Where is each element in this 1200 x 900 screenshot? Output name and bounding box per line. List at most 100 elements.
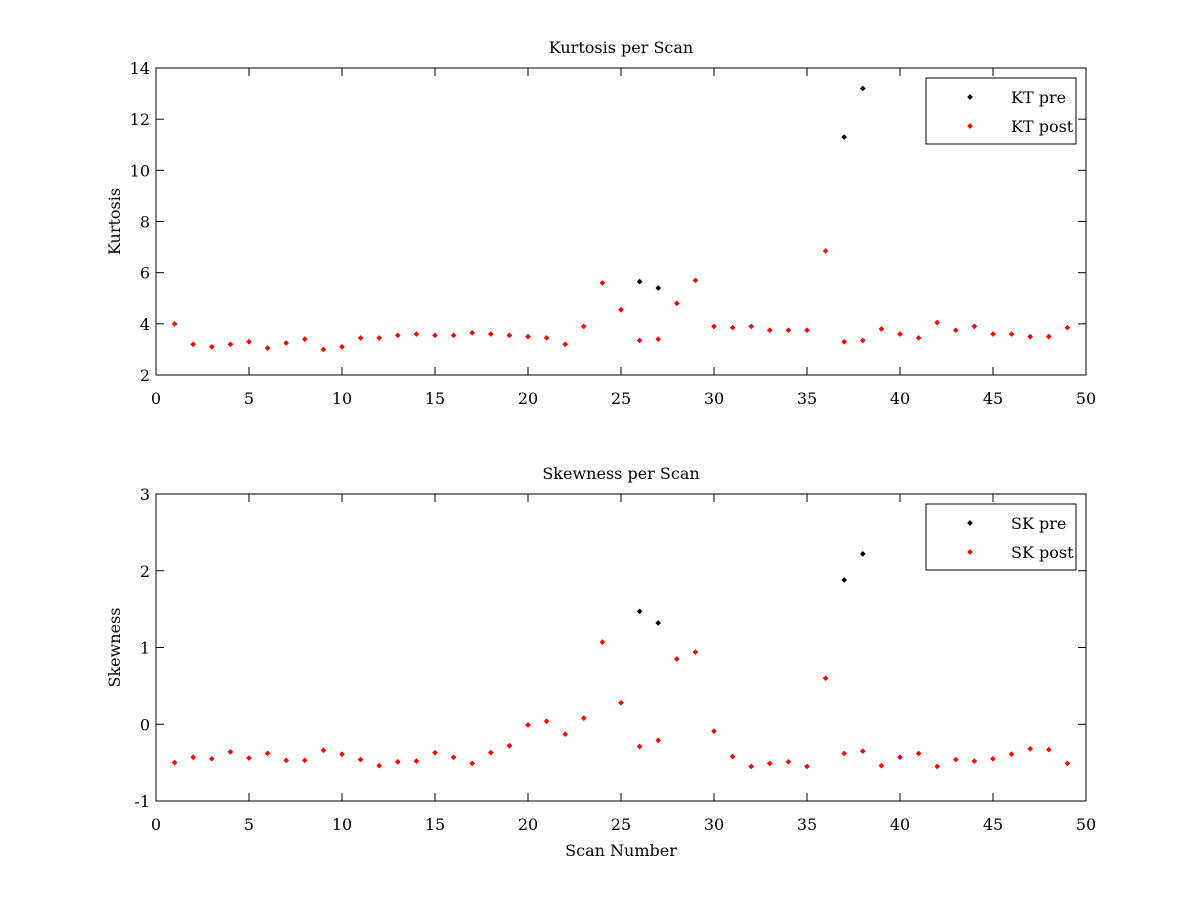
data-point-post <box>1045 333 1052 340</box>
data-point-post <box>636 337 643 344</box>
x-axis-label: Scan Number <box>565 841 677 860</box>
data-point-post <box>822 675 829 682</box>
data-point-post <box>822 248 829 254</box>
data-point-post <box>1027 333 1034 340</box>
data-point-pre <box>655 285 662 291</box>
y-tick-label: 0 <box>140 715 150 734</box>
y-tick-label: 3 <box>140 485 150 504</box>
x-tick-label: 5 <box>244 815 254 834</box>
y-tick-label: 4 <box>140 315 150 334</box>
data-point-post <box>1008 331 1015 337</box>
data-point-post <box>990 755 996 762</box>
x-tick-label: 40 <box>890 389 910 408</box>
data-point-post <box>190 341 197 348</box>
x-tick-label: 45 <box>983 389 1003 408</box>
x-tick-label: 10 <box>332 389 352 408</box>
data-point-pre <box>859 551 866 557</box>
data-point-post <box>413 758 420 764</box>
x-tick-label: 0 <box>151 389 161 408</box>
x-tick-label: 5 <box>244 389 254 408</box>
data-point-post <box>971 758 978 764</box>
data-point-pre <box>859 85 866 92</box>
data-point-post <box>376 762 383 769</box>
x-tick-label: 25 <box>611 389 631 408</box>
data-point-post <box>469 329 476 336</box>
data-point-post <box>339 751 345 758</box>
data-point-post <box>729 753 736 760</box>
data-point-post <box>562 731 569 738</box>
y-tick-label: 6 <box>140 264 150 283</box>
x-tick-label: 20 <box>518 815 538 834</box>
data-point-post <box>859 748 866 754</box>
data-point-post <box>1064 324 1071 331</box>
data-point-post <box>580 323 587 330</box>
data-point-post <box>394 332 401 339</box>
data-point-post <box>580 715 587 721</box>
data-point-post <box>897 331 903 337</box>
data-point-post <box>487 749 494 756</box>
legend-marker <box>967 94 973 100</box>
data-point-post <box>301 336 308 343</box>
data-point-post <box>655 336 662 343</box>
x-tick-label: 15 <box>425 389 445 408</box>
data-point-post <box>971 323 978 330</box>
legend-box <box>925 503 1077 571</box>
data-point-post <box>1045 746 1052 753</box>
data-point-post <box>692 649 699 655</box>
x-tick-label: 30 <box>704 815 724 834</box>
data-point-post <box>673 656 680 662</box>
data-point-post <box>599 280 606 286</box>
data-point-post <box>804 327 810 334</box>
x-tick-label: 40 <box>890 815 910 834</box>
data-point-post <box>785 759 792 765</box>
legend-marker <box>967 520 973 526</box>
data-point-post <box>599 639 606 645</box>
data-point-post <box>859 337 866 344</box>
chart-title: Kurtosis per Scan <box>549 38 693 57</box>
data-point-post <box>562 341 569 348</box>
data-point-post <box>432 749 438 756</box>
data-point-post <box>729 324 736 331</box>
x-tick-label: 45 <box>983 815 1003 834</box>
data-point-post <box>506 332 513 339</box>
data-point-post <box>748 323 755 330</box>
data-point-post <box>320 747 327 754</box>
data-point-post <box>636 743 643 750</box>
data-point-pre <box>636 278 643 285</box>
x-tick-label: 20 <box>518 389 538 408</box>
data-point-post <box>283 757 290 764</box>
data-point-post <box>320 346 327 353</box>
data-point-post <box>264 345 271 351</box>
data-point-post <box>506 742 513 749</box>
data-point-post <box>227 749 234 755</box>
data-point-pre <box>841 134 848 140</box>
data-point-post <box>394 759 401 765</box>
data-point-post <box>413 331 420 337</box>
y-tick-label: 1 <box>140 639 150 658</box>
data-point-post <box>1027 745 1034 752</box>
data-point-post <box>618 699 624 706</box>
kurtosis-subplot: Kurtosis per Scan 0 5 10 15 20 25 30 35 40 45 50 2 4 6… <box>105 38 1096 408</box>
y-tick-label: 8 <box>140 213 150 232</box>
data-point-post <box>525 333 531 340</box>
data-point-post <box>246 755 252 761</box>
data-point-post <box>246 338 252 345</box>
x-tick-label: 50 <box>1076 815 1096 834</box>
y-tick-label: 10 <box>130 161 150 180</box>
data-point-post <box>171 321 178 327</box>
x-tick-label: 35 <box>797 389 817 408</box>
x-tick-label: 25 <box>611 815 631 834</box>
data-point-post <box>766 327 773 334</box>
data-point-post <box>655 737 662 744</box>
data-point-post <box>878 326 885 332</box>
data-point-post <box>487 331 494 337</box>
data-point-post <box>264 750 271 757</box>
legend-entry: SK pre <box>1011 514 1066 533</box>
legend-entry: KT post <box>1011 117 1074 136</box>
data-point-post <box>952 756 959 763</box>
data-point-post <box>841 338 848 345</box>
data-point-post <box>376 335 383 341</box>
data-point-post <box>339 344 345 350</box>
